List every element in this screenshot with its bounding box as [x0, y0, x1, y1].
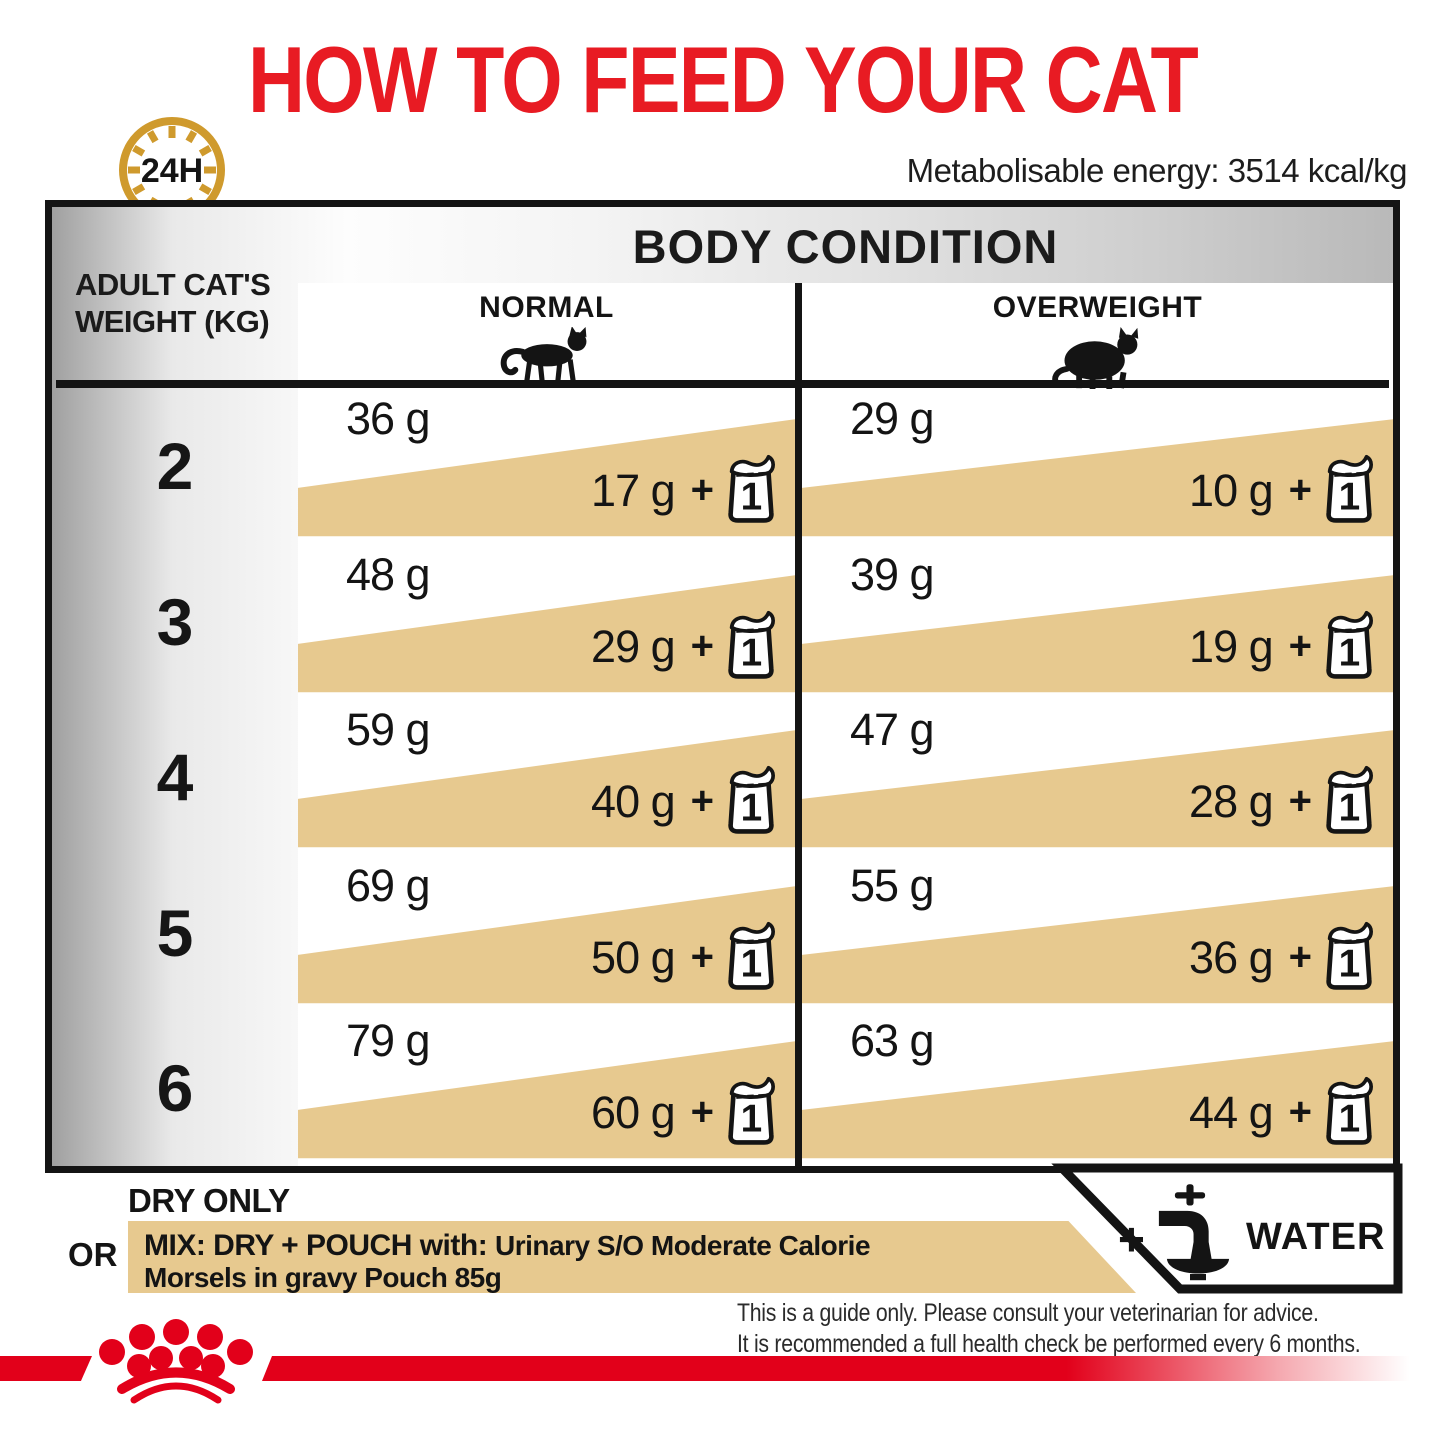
mix-amount: 36 g: [1189, 931, 1274, 983]
dry-only-label: DRY ONLY: [128, 1182, 290, 1219]
pouch-portion-icon: [725, 921, 777, 993]
mix-amount-row: 10 g +: [1189, 454, 1375, 526]
column-header-overweight: OVERWEIGHT: [802, 283, 1393, 387]
weight-header-line2: WEIGHT (KG): [75, 303, 270, 339]
weight-value: 5: [156, 896, 194, 970]
body-condition-heading: BODY CONDITION: [632, 220, 1059, 273]
plus-sign: +: [1288, 624, 1312, 668]
cell-4kg-normal: 59 g 40 g +: [298, 699, 795, 855]
mix-amount-row: 36 g +: [1189, 921, 1375, 993]
mix-legend-bold: MIX: DRY + POUCH with:: [144, 1229, 488, 1262]
mix-legend-band: MIX: DRY + POUCH with: Urinary S/O Moder…: [128, 1221, 1136, 1293]
weight-value: 2: [156, 429, 194, 503]
pouch-portion-icon: [725, 765, 777, 837]
pouch-portion-icon: [1323, 921, 1375, 993]
pouch-portion-icon: [1323, 765, 1375, 837]
feeding-table: BODY CONDITION ADULT CAT'S WEIGHT (KG) N…: [45, 200, 1400, 1173]
normal-label: NORMAL: [479, 291, 614, 324]
royal-canin-crown-logo: [99, 1319, 253, 1404]
plus-sign: +: [690, 935, 714, 979]
disclaimer-line1: This is a guide only. Please consult you…: [737, 1299, 1319, 1327]
cell-5kg-normal: 69 g 50 g +: [298, 855, 795, 1011]
cell-6kg-normal: 79 g 60 g +: [298, 1010, 795, 1166]
mix-product-name: Urinary S/O Moderate Calorie: [495, 1230, 871, 1261]
mix-amount: 44 g: [1189, 1086, 1274, 1138]
cell-2kg-overweight: 29 g 10 g +: [802, 388, 1393, 544]
weight-header-line1: ADULT CAT'S: [75, 267, 271, 302]
mix-amount-row: 28 g +: [1189, 765, 1375, 837]
plus-sign: +: [1288, 935, 1312, 979]
mix-amount-row: 40 g +: [591, 765, 777, 837]
cat-normal-icon: [495, 327, 599, 387]
pouch-portion-icon: [725, 1076, 777, 1148]
dry-amount: 48 g: [346, 549, 431, 600]
mix-amount-row: 19 g +: [1189, 610, 1375, 682]
column-header-normal: NORMAL: [298, 283, 795, 387]
cell-3kg-overweight: 39 g 19 g +: [802, 544, 1393, 700]
column-divider-line: [795, 283, 802, 1166]
overweight-label: OVERWEIGHT: [992, 291, 1203, 324]
plus-sign: +: [690, 779, 714, 823]
dry-amount: 63 g: [850, 1015, 935, 1066]
weight-value: 3: [156, 585, 194, 659]
pouch-portion-icon: [1323, 610, 1375, 682]
cell-2kg-normal: 36 g 17 g +: [298, 388, 795, 544]
dry-amount: 29 g: [850, 393, 935, 444]
mix-amount: 50 g: [591, 931, 676, 983]
plus-sign: +: [1288, 779, 1312, 823]
energy-note: Metabolisable energy: 3514 kcal/kg: [906, 152, 1408, 189]
plus-sign: +: [690, 1090, 714, 1134]
mix-amount: 60 g: [591, 1086, 676, 1138]
weight-value: 4: [156, 740, 194, 814]
pouch-portion-icon: [1323, 1076, 1375, 1148]
clock-label: 24H: [141, 152, 203, 190]
plus-sign: +: [690, 624, 714, 668]
page-title: HOW TO FEED YOUR CAT: [247, 27, 1199, 132]
plus-sign: +: [1288, 468, 1312, 512]
mix-amount-row: 50 g +: [591, 921, 777, 993]
dry-amount: 39 g: [850, 549, 935, 600]
mix-amount-row: 44 g +: [1189, 1076, 1375, 1148]
dry-amount: 79 g: [346, 1015, 431, 1066]
mix-amount: 19 g: [1189, 620, 1274, 672]
dry-amount: 69 g: [346, 860, 431, 911]
header-separator-line: [56, 380, 1389, 388]
dry-amount: 59 g: [346, 704, 431, 755]
cell-3kg-normal: 48 g 29 g +: [298, 544, 795, 700]
pouch-portion-icon: [725, 454, 777, 526]
plus-sign: +: [690, 468, 714, 512]
mix-product-line2: Morsels in gravy Pouch 85g: [144, 1262, 502, 1293]
mix-amount: 17 g: [591, 464, 676, 516]
mix-amount: 29 g: [591, 620, 676, 672]
dry-amount: 55 g: [850, 860, 935, 911]
disclaimer-text: This is a guide only. Please consult you…: [737, 1298, 1361, 1359]
mix-amount-row: 29 g +: [591, 610, 777, 682]
water-tap-icon: [1158, 1184, 1230, 1281]
water-plus-sign: +: [1118, 1213, 1145, 1265]
table-body-background: [298, 283, 1393, 1166]
mix-amount-row: 60 g +: [591, 1076, 777, 1148]
dry-amount: 36 g: [346, 393, 431, 444]
plus-sign: +: [1288, 1090, 1312, 1134]
dry-amount: 47 g: [850, 704, 935, 755]
cell-5kg-overweight: 55 g 36 g +: [802, 855, 1393, 1011]
pouch-portion-icon: [1323, 454, 1375, 526]
mix-amount: 40 g: [591, 775, 676, 827]
mix-amount: 10 g: [1189, 464, 1274, 516]
water-label: WATER: [1246, 1216, 1386, 1258]
cell-6kg-overweight: 63 g 44 g +: [802, 1010, 1393, 1166]
disclaimer-line2: It is recommended a full health check be…: [737, 1329, 1361, 1358]
weight-column-header: ADULT CAT'S WEIGHT (KG): [75, 267, 271, 340]
footer-red-bar-right: [262, 1356, 1445, 1381]
mix-amount-row: 17 g +: [591, 454, 777, 526]
cell-4kg-overweight: 47 g 28 g +: [802, 699, 1393, 855]
or-label: OR: [68, 1236, 118, 1273]
water-callout-box: [1051, 1163, 1403, 1294]
mix-amount: 28 g: [1189, 775, 1274, 827]
weight-value: 6: [156, 1051, 194, 1125]
footer-red-bar-left: [0, 1356, 92, 1381]
pouch-portion-icon: [725, 610, 777, 682]
